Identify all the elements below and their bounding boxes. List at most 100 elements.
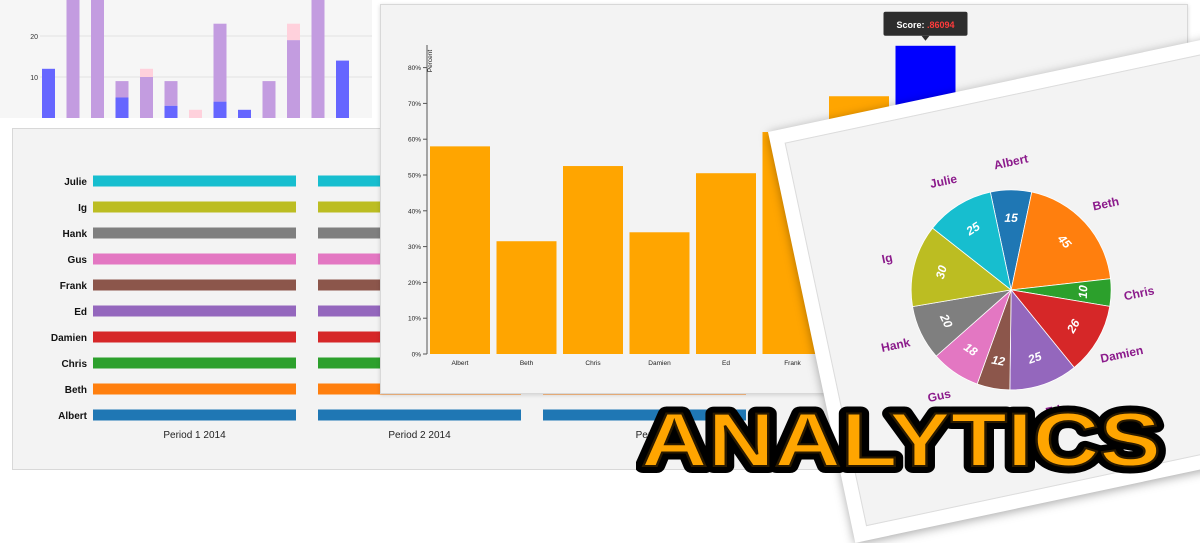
stacked-bar-segment	[66, 0, 80, 118]
stacked-bar-segment	[238, 109, 251, 118]
row-label: Julie	[64, 177, 87, 188]
y-tick-label: 30%	[408, 244, 421, 251]
row-label: Frank	[60, 281, 88, 292]
banner-text: ANALYTICS	[641, 398, 1161, 478]
period-bar	[93, 227, 296, 239]
y-tick-label: 40%	[408, 208, 421, 215]
y-tick-label: 0%	[412, 352, 422, 359]
stacked-bar-segment	[115, 81, 129, 98]
x-tick-label: Damien	[648, 360, 671, 367]
stacked-bar-segment	[336, 60, 349, 118]
period-bar	[93, 409, 296, 421]
pie-category-label: Chris	[1123, 283, 1156, 303]
pie-value-label: 15	[1004, 211, 1018, 225]
tooltip-label: Score:	[896, 20, 927, 30]
pie-category-label: Ig	[880, 250, 893, 266]
pie-category-label: Beth	[1091, 194, 1120, 213]
stacked-bar-segment	[262, 81, 276, 118]
x-tick-label: Frank	[784, 360, 801, 367]
bar	[496, 241, 557, 354]
y-tick-label: 80%	[408, 65, 421, 72]
period-label: Peri	[636, 430, 654, 441]
pie-slice	[1009, 288, 1075, 391]
pie-value-label: 25	[1025, 349, 1043, 367]
stacked-bar-segment	[287, 23, 300, 41]
pie-slice	[910, 227, 1013, 308]
stacked-bar-segment	[42, 68, 55, 118]
stacked-bar-segment	[91, 0, 104, 118]
stacked-bar-segment	[213, 23, 227, 102]
pie-category-label: Gus	[926, 386, 952, 405]
period-bar	[93, 383, 296, 395]
row-label: Chris	[61, 359, 87, 370]
pie-slice	[1010, 289, 1111, 369]
period-bar	[93, 305, 296, 317]
stacked-bar-segment	[213, 101, 227, 118]
period-bar	[93, 201, 296, 213]
period-label: Period 2 2014	[388, 430, 451, 441]
pie-category-label: Albert	[993, 151, 1030, 172]
y-tick-label: 10%	[408, 316, 421, 323]
stacked-bar-segment	[164, 81, 178, 106]
pie-category-label: Damien	[1099, 343, 1144, 366]
row-label: Albert	[58, 411, 88, 422]
stacked-bar-chart-panel: 102030	[0, 0, 372, 118]
pie-chart-panel: 15 Albert 45 Beth 10 Chris 26 Damien 25 Ed 12 Frank…	[784, 50, 1200, 527]
bar	[563, 166, 623, 354]
row-label: Gus	[68, 255, 88, 266]
y-tick-label: 20	[30, 34, 38, 41]
y-tick-label: 70%	[408, 101, 421, 108]
x-tick-label: Albert	[452, 360, 469, 367]
stacked-bar-segment	[115, 97, 129, 118]
bar	[430, 146, 490, 354]
row-label: Beth	[65, 385, 87, 396]
row-label: Ed	[74, 307, 87, 318]
y-tick-label: 60%	[408, 137, 421, 144]
stacked-bar-segment	[189, 109, 202, 118]
period-bar	[93, 175, 296, 187]
tooltip-value: .86094	[927, 20, 955, 30]
y-tick-label: 10	[30, 75, 38, 82]
pie-slice	[931, 191, 1012, 291]
pie-chart-card: 15 Albert 45 Beth 10 Chris 26 Damien 25 Ed 12 Frank…	[768, 34, 1200, 543]
tooltip-box	[883, 11, 968, 36]
row-label: Damien	[51, 333, 87, 344]
tooltip-pointer	[921, 35, 930, 41]
pie-value-label: 26	[1063, 317, 1082, 337]
pie-category-label: Hank	[880, 335, 912, 355]
stacked-bar-segment	[140, 77, 153, 118]
y-tick-label: 50%	[408, 173, 421, 180]
row-label: Ig	[78, 203, 87, 214]
analytics-banner: ANALYTICS ANALYTICS	[636, 396, 1166, 478]
stacked-bar-segment	[140, 68, 153, 77]
y-tick-label: 20%	[408, 280, 421, 287]
bar	[696, 173, 756, 354]
pie-value-label: 20	[937, 311, 956, 330]
stacked-bar-segment	[311, 0, 325, 118]
bar	[629, 232, 690, 354]
period-bar	[93, 279, 296, 291]
pie-value-label: 12	[990, 353, 1006, 369]
tooltip-text: Score: .86094	[896, 20, 954, 30]
x-tick-label: Ed	[722, 360, 730, 367]
x-tick-label: Chris	[585, 360, 601, 367]
pie-category-label: Ed	[1044, 402, 1062, 419]
period-bar	[543, 409, 746, 421]
period-bar	[318, 409, 521, 421]
y-axis-label: Percent	[427, 50, 434, 73]
row-label: Hank	[63, 229, 88, 240]
stacked-bar-segment	[287, 40, 300, 118]
period-bar	[93, 331, 296, 343]
banner-text-outline: ANALYTICS	[641, 398, 1161, 478]
pie-value-label: 25	[963, 219, 983, 239]
stacked-bar-segment	[164, 105, 178, 118]
period-bar	[93, 253, 296, 265]
pie-category-label: Frank	[971, 406, 1006, 427]
x-tick-label: Beth	[520, 360, 534, 367]
pie-value-label: 10	[1076, 285, 1090, 299]
pie-category-label: Julie	[929, 171, 959, 190]
period-label: Period 1 2014	[163, 430, 226, 441]
pie-slice	[1010, 191, 1111, 291]
period-bar	[93, 357, 296, 369]
